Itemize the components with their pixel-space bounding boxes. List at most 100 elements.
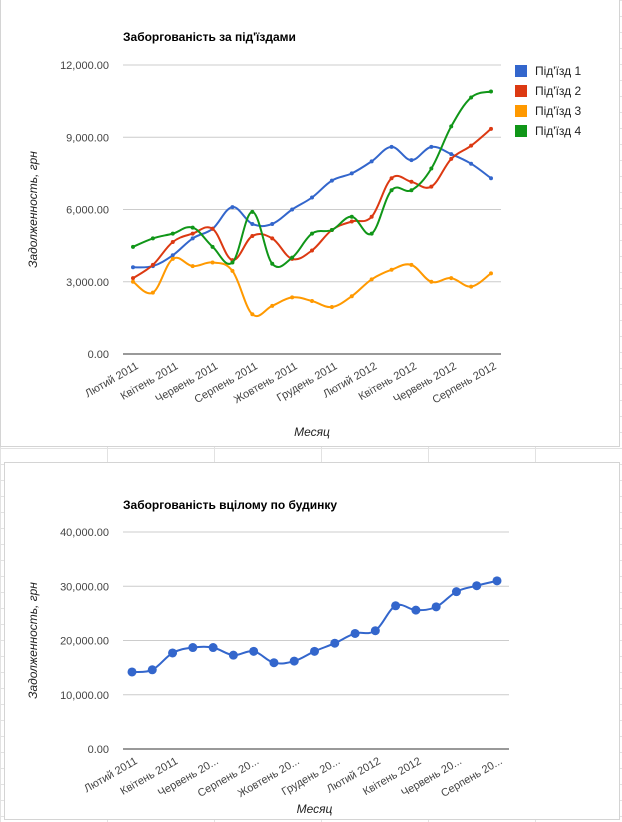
- c1-data-point: [349, 219, 354, 224]
- c2-data-point: [310, 646, 319, 656]
- c1-ytick-label: 0.00: [88, 349, 109, 361]
- c1-data-point: [230, 260, 235, 265]
- c1-data-point: [369, 159, 374, 164]
- c2-ylabel: Задолженность, грн: [26, 582, 40, 699]
- c2-data-point: [188, 643, 198, 653]
- c1-data-point: [429, 144, 434, 149]
- c1-data-point: [389, 144, 394, 149]
- c1-data-point: [469, 95, 474, 100]
- c1-legend-label: Під'їзд 4: [535, 124, 581, 138]
- c1-data-point: [389, 176, 394, 181]
- c1-data-point: [270, 303, 275, 308]
- c1-data-point: [310, 248, 314, 253]
- c2-data-point: [168, 648, 178, 658]
- c1-data-point: [389, 188, 394, 193]
- chart1-svg: Заборгованість за під'їздами 0.00 3,000.00…: [26, 30, 581, 439]
- c1-data-point: [429, 184, 434, 189]
- c1-data-point: [449, 152, 454, 157]
- c1-data-point: [250, 312, 255, 317]
- c1-title: Заборгованість за під'їздами: [123, 30, 296, 44]
- c2-data-point: [350, 628, 360, 638]
- c2-data-point: [228, 650, 238, 660]
- c1-data-point: [310, 195, 314, 200]
- c1-data-point: [190, 225, 195, 230]
- c1-data-point: [349, 294, 354, 299]
- c2-series-line-1: [131, 579, 498, 674]
- c1-data-point: [329, 305, 334, 310]
- chart-total-debt[interactable]: Заборгованість вцілому по будинку 0.00 10,…: [4, 462, 620, 820]
- c1-data-point: [469, 284, 474, 289]
- c2-data-point: [391, 601, 401, 611]
- c1-data-point: [270, 221, 275, 226]
- c1-series-line-3: [132, 256, 492, 318]
- c1-data-point: [489, 89, 493, 94]
- c2-title: Заборгованість вцілому по будинку: [123, 498, 337, 512]
- c1-ytick-label: 12,000.00: [60, 60, 109, 72]
- c1-legend-label: Під'їзд 3: [535, 104, 581, 118]
- c2-data-point: [269, 658, 279, 668]
- c1-legend-swatch: [515, 125, 527, 137]
- c1-data-point: [250, 209, 255, 214]
- c1-data-point: [449, 156, 454, 161]
- c1-data-point: [329, 178, 334, 183]
- c1-data-point: [170, 253, 175, 258]
- c2-ytick-label: 10,000.00: [60, 690, 109, 702]
- c1-data-point: [449, 124, 454, 129]
- c1-data-point: [409, 158, 414, 163]
- c1-data-point: [131, 276, 135, 281]
- c1-data-point: [409, 188, 414, 193]
- c1-legend-label: Під'їзд 2: [535, 84, 581, 98]
- c1-data-point: [349, 214, 354, 219]
- c1-data-point: [310, 299, 314, 304]
- c2-data-point: [370, 626, 380, 636]
- c1-data-point: [150, 262, 155, 267]
- c1-ytick-label: 6,000.00: [66, 205, 109, 217]
- c1-data-point: [210, 260, 215, 265]
- chart-entrance-debt[interactable]: Заборгованість за під'їздами 0.00 3,000.00…: [0, 0, 620, 447]
- c1-ylabel: Задолженность, грн: [26, 151, 40, 268]
- c1-data-point: [170, 256, 175, 261]
- c1-xlabel: Месяц: [294, 425, 330, 439]
- c2-data-point: [127, 667, 137, 677]
- c1-data-point: [449, 276, 454, 281]
- c1-data-point: [230, 205, 235, 210]
- c1-data-point: [349, 171, 354, 176]
- c1-data-point: [150, 290, 155, 295]
- c1-data-point: [290, 255, 295, 260]
- c2-data-point: [472, 581, 482, 591]
- c2-ytick-label: 20,000.00: [60, 636, 109, 648]
- c1-data-point: [210, 226, 215, 231]
- c1-data-point: [429, 279, 434, 284]
- c2-ytick-label: 0.00: [88, 744, 109, 756]
- c2-data-point: [147, 665, 157, 675]
- c1-ytick-label: 3,000.00: [66, 277, 109, 289]
- c1-data-point: [190, 231, 195, 236]
- c1-legend-swatch: [515, 85, 527, 97]
- c1-data-point: [409, 179, 414, 184]
- c1-data-point: [489, 126, 493, 131]
- c1-data-point: [230, 268, 235, 273]
- c1-data-point: [270, 236, 275, 241]
- c2-data-point: [451, 587, 461, 597]
- c2-xlabel: Месяц: [297, 802, 333, 816]
- c1-data-point: [310, 231, 314, 236]
- c1-data-point: [131, 265, 135, 270]
- c1-data-point: [170, 231, 175, 236]
- c1-data-point: [409, 262, 414, 267]
- c1-data-point: [250, 221, 255, 226]
- c1-data-point: [170, 240, 175, 245]
- c1-legend-swatch: [515, 105, 527, 117]
- c1-legend-swatch: [515, 65, 527, 77]
- c2-data-point: [289, 656, 299, 666]
- c2-data-point: [249, 646, 259, 656]
- c2-data-point: [431, 602, 441, 612]
- c2-ytick-label: 30,000.00: [60, 581, 109, 593]
- c2-data-point: [208, 643, 218, 653]
- c1-data-point: [190, 264, 195, 269]
- c2-data-point: [411, 605, 421, 615]
- c1-data-point: [369, 231, 374, 236]
- c1-data-point: [389, 267, 394, 272]
- c1-data-point: [250, 233, 255, 238]
- c1-data-point: [131, 244, 135, 249]
- c1-ytick-label: 9,000.00: [66, 132, 109, 144]
